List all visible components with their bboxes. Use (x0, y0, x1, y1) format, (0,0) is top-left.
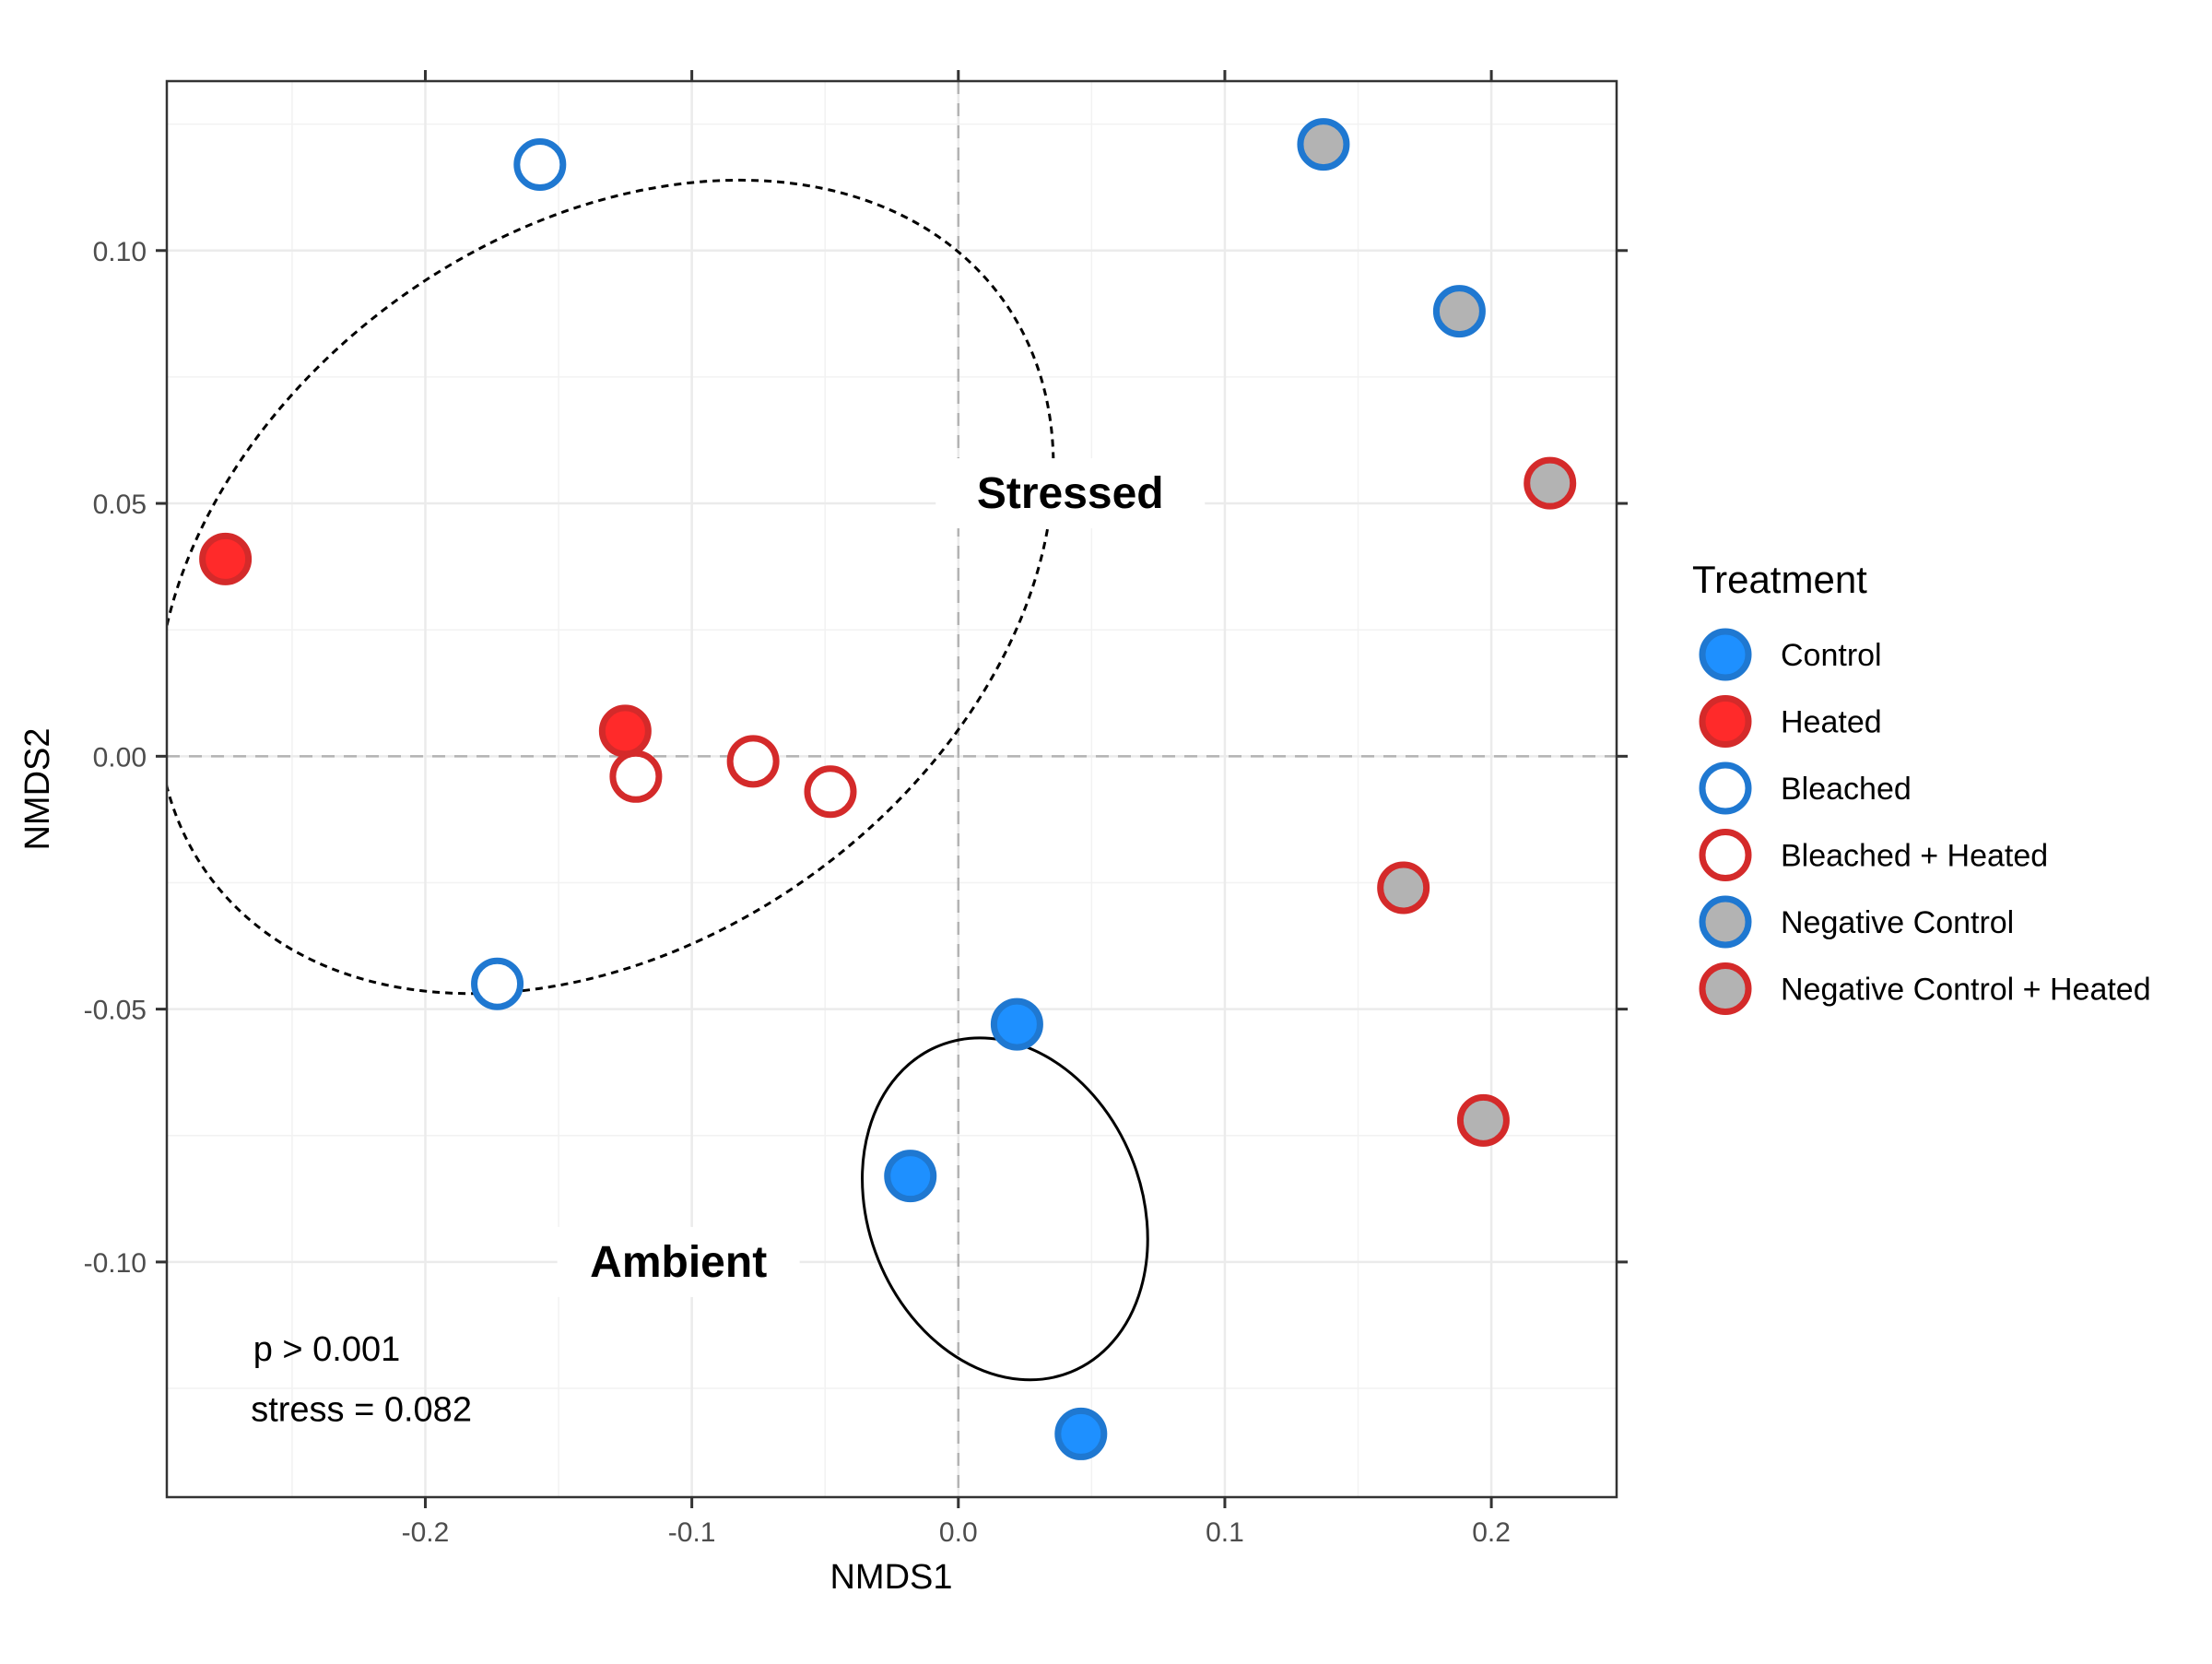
legend-label: Bleached (1781, 772, 1912, 807)
x-axis-title: NMDS1 (830, 1558, 952, 1597)
point-control-0 (990, 997, 1043, 1051)
y-tick-label: -0.05 (84, 996, 147, 1026)
legend-key-bleached-heated (1699, 829, 1752, 881)
point-bleached-heated-0 (609, 749, 663, 803)
annotation-1: stress = 0.082 (251, 1391, 472, 1430)
ellipse-ambient (861, 1036, 1149, 1382)
legend-label: Negative Control (1781, 905, 2014, 940)
legend-label: Negative Control + Heated (1781, 973, 2151, 1008)
y-tick-label: 0.05 (93, 490, 147, 520)
annotation-0: p > 0.001 (253, 1330, 401, 1369)
reference-lines (167, 81, 1617, 1497)
legend-key-negative-control (1699, 895, 1752, 949)
data-points (199, 118, 1577, 1460)
group-labels: Stressed Ambient (557, 458, 1206, 1297)
group-label-stressed: Stressed (977, 469, 1164, 518)
point-control-1 (884, 1150, 937, 1203)
group-label-ambient: Ambient (590, 1238, 767, 1287)
group-label-background (935, 458, 1206, 529)
point-bleached-heated-1 (726, 735, 780, 788)
legend-key-control (1699, 628, 1752, 681)
legend-label: Bleached + Heated (1781, 839, 2048, 874)
x-tick-label: 0.0 (939, 1517, 978, 1548)
legend-label: Control (1781, 638, 1882, 673)
point-negative-control-heated-0 (1524, 456, 1577, 510)
point-heated-1 (598, 704, 652, 758)
legend-title: Treatment (1692, 558, 1867, 601)
legend: Treatment Control Heated Bleached Bleached … (1692, 558, 2151, 1015)
legend-key-negative-control-heated (1699, 962, 1752, 1015)
x-tick-label: 0.2 (1472, 1517, 1511, 1548)
group-ellipses (167, 178, 1149, 1382)
x-tick-label: 0.1 (1206, 1517, 1244, 1548)
point-negative-control-1 (1432, 285, 1486, 338)
point-heated-0 (199, 532, 253, 585)
point-bleached-heated-2 (804, 765, 857, 819)
legend-items: Control Heated Bleached Bleached + Heated Ne… (1699, 628, 2151, 1015)
axis-ticks (156, 70, 1628, 1508)
legend-label: Heated (1781, 705, 1882, 740)
x-tick-label: -0.1 (668, 1517, 716, 1548)
x-tick-label: -0.2 (402, 1517, 450, 1548)
point-negative-control-heated-2 (1456, 1093, 1510, 1147)
y-tick-label: 0.10 (93, 237, 147, 267)
axis-tick-labels: -0.2 -0.1 0.0 0.1 0.2 -0.10 -0.05 0.00 0.05 0.10 (84, 237, 1511, 1548)
point-bleached-0 (513, 138, 567, 192)
group-label-background (557, 1226, 800, 1297)
ellipse-stressed (167, 178, 1055, 996)
y-axis-title: NMDS2 (18, 727, 57, 850)
point-bleached-1 (471, 957, 524, 1010)
point-negative-control-0 (1297, 118, 1350, 171)
point-control-2 (1054, 1407, 1108, 1460)
y-tick-label: 0.00 (93, 742, 147, 773)
stat-annotations: p > 0.001 stress = 0.082 (251, 1330, 472, 1430)
panel-border (165, 79, 1618, 1499)
y-tick-label: -0.10 (84, 1248, 147, 1279)
legend-key-bleached (1699, 761, 1752, 815)
point-negative-control-heated-1 (1377, 861, 1430, 915)
legend-key-heated (1699, 695, 1752, 748)
